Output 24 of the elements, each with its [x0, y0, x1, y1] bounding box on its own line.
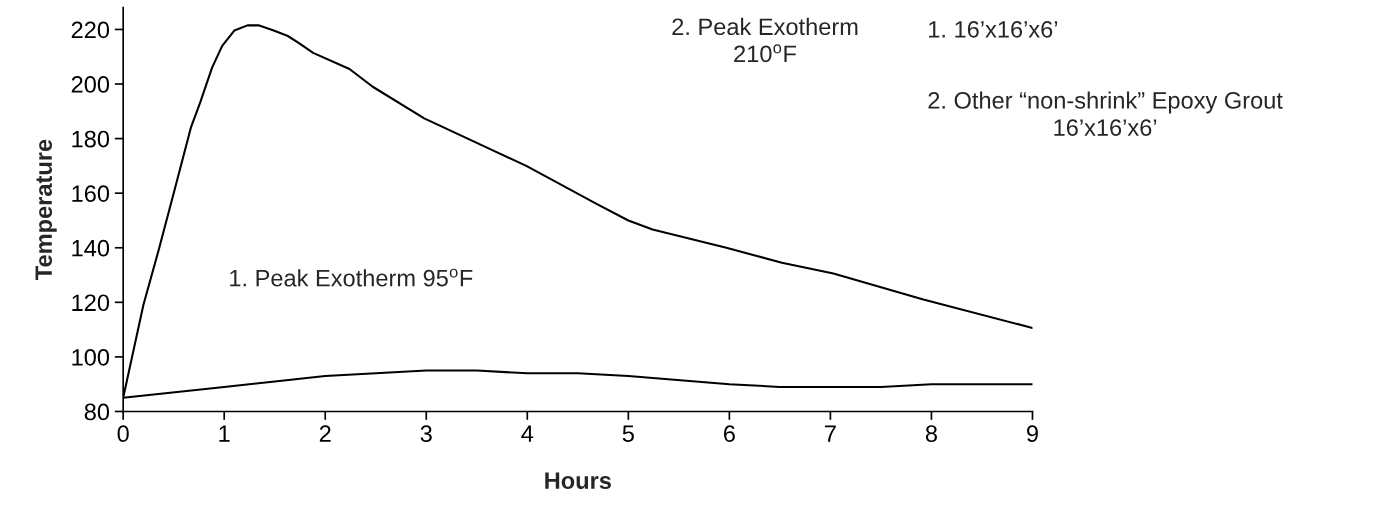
x-tick-label: 5 — [622, 425, 634, 443]
x-tick-label: 4 — [521, 425, 534, 442]
y-tick-label: 220 — [71, 21, 110, 39]
x-axis-title: Hours — [545, 472, 611, 490]
x-tick-label: 6 — [724, 425, 735, 443]
y-tick-label: 180 — [72, 130, 110, 148]
x-tick-label: 3 — [420, 425, 432, 443]
y-tick-label: 100 — [72, 348, 110, 366]
x-tick-label: 1 — [219, 425, 230, 442]
x-tick-label: 8 — [925, 425, 937, 443]
y-tick-label: 80 — [84, 403, 110, 421]
x-tick-label: 9 — [1027, 425, 1038, 443]
x-tick-label: 0 — [117, 425, 129, 443]
annotation: 2. Other “non-shrink” Epoxy Grout 16’x16’x6’ — [928, 91, 1283, 136]
y-tick-label: 200 — [71, 76, 110, 93]
x-tick-label: 7 — [825, 425, 836, 442]
annotation: 2. Peak Exotherm 210$^{o}$F — [672, 17, 858, 63]
y-tick-label: 160 — [72, 185, 110, 202]
y-tick-label: 120 — [72, 294, 110, 312]
y-axis-title: Temperature — [35, 139, 57, 280]
y-tick-label: 140 — [72, 239, 110, 257]
annotation: 1. Peak Exotherm 95$^{o}$F — [230, 268, 473, 287]
annotation: 1. 16’x16’x6’ — [929, 20, 1058, 38]
x-tick-label: 2 — [319, 425, 331, 442]
